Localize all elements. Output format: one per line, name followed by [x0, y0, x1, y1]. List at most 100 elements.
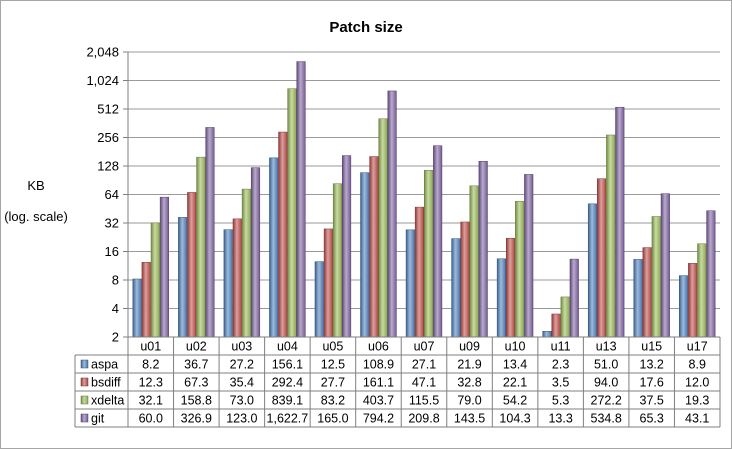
data-label-xdelta-u04: 839.1 [272, 394, 303, 408]
data-label-xdelta-u06: 403.7 [363, 394, 394, 408]
bar-aspa-u09 [451, 238, 461, 338]
data-label-aspa-u05: 12.5 [321, 358, 345, 372]
data-label-xdelta-u15: 37.5 [640, 394, 664, 408]
category-label: u15 [641, 340, 662, 354]
data-label-git-u15: 65.3 [640, 412, 664, 426]
data-label-bsdiff-u05: 27.7 [321, 376, 345, 390]
bar-aspa-u17 [679, 275, 689, 338]
data-label-git-u11: 13.3 [548, 412, 572, 426]
bar-bsdiff-u15 [642, 247, 652, 338]
bar-git-u02 [205, 127, 215, 338]
data-label-aspa-u06: 108.9 [363, 358, 394, 372]
data-label-git-u05: 165.0 [317, 412, 348, 426]
data-label-xdelta-u09: 79.0 [457, 394, 481, 408]
data-label-bsdiff-u03: 35.4 [230, 376, 254, 390]
bar-git-u04 [296, 61, 306, 338]
data-label-aspa-u13: 51.0 [594, 358, 618, 372]
legend-key-git [80, 413, 89, 423]
data-label-bsdiff-u01: 12.3 [139, 376, 163, 390]
bar-bsdiff-u10 [505, 237, 516, 338]
data-label-xdelta-u01: 32.1 [139, 394, 163, 408]
data-label-aspa-u02: 36.7 [184, 358, 208, 372]
bar-aspa-u15 [633, 259, 643, 338]
category-label: u17 [687, 340, 708, 354]
bar-aspa-u11 [542, 331, 552, 338]
data-label-xdelta-u13: 272.2 [591, 394, 622, 408]
data-label-bsdiff-u17: 12.0 [685, 376, 709, 390]
data-label-git-u09: 143.5 [454, 412, 485, 426]
bar-bsdiff-u13 [597, 178, 607, 338]
data-label-bsdiff-u06: 161.1 [363, 376, 394, 390]
category-label: u01 [140, 340, 161, 354]
bar-aspa-u03 [223, 229, 233, 338]
bars [132, 61, 716, 338]
data-label-bsdiff-u07: 47.1 [412, 376, 436, 390]
data-label-aspa-u03: 27.2 [230, 358, 254, 372]
data-label-aspa-u07: 27.1 [412, 358, 436, 372]
bar-git-u07 [433, 145, 443, 338]
legend-label-git: git [91, 412, 105, 426]
category-label: u04 [277, 340, 298, 354]
bar-git-u11 [569, 258, 579, 338]
y-tick-label: 256 [97, 130, 119, 145]
bar-xdelta-u07 [424, 169, 434, 338]
bar-xdelta-u06 [378, 118, 388, 338]
data-label-git-u02: 326.9 [181, 412, 212, 426]
bar-aspa-u10 [496, 258, 506, 338]
data-label-git-u03: 123.0 [226, 412, 257, 426]
y-tick-label: 2 [112, 330, 119, 345]
data-label-aspa-u11: 2.3 [552, 358, 569, 372]
bar-aspa-u06 [360, 172, 370, 338]
bar-xdelta-u13 [606, 134, 616, 338]
data-label-xdelta-u10: 54.2 [503, 394, 527, 408]
bar-aspa-u01 [132, 278, 142, 338]
data-label-xdelta-u02: 158.8 [181, 394, 212, 408]
data-label-xdelta-u03: 73.0 [230, 394, 254, 408]
bar-bsdiff-u03 [232, 218, 242, 338]
bar-xdelta-u17 [697, 243, 707, 338]
category-label: u07 [414, 340, 435, 354]
category-label: u11 [551, 340, 571, 354]
data-label-xdelta-u05: 83.2 [321, 394, 345, 408]
bar-bsdiff-u05 [323, 228, 333, 338]
data-label-aspa-u17: 8.9 [689, 358, 706, 372]
bar-git-u05 [342, 155, 352, 338]
bar-aspa-u02 [178, 217, 188, 338]
data-label-bsdiff-u02: 67.3 [184, 376, 208, 390]
data-label-git-u13: 534.8 [591, 412, 622, 426]
y-tick-label: 64 [105, 187, 119, 202]
bar-git-u13 [615, 106, 625, 338]
data-label-xdelta-u07: 115.5 [409, 394, 439, 408]
bar-xdelta-u04 [287, 88, 297, 338]
data-label-git-u17: 43.1 [685, 412, 709, 426]
data-label-aspa-u01: 8.2 [142, 358, 159, 372]
bar-xdelta-u01 [150, 222, 160, 338]
bar-xdelta-u15 [651, 216, 661, 338]
bar-xdelta-u02 [196, 156, 206, 338]
y-axis-label-unit: KB [27, 178, 44, 193]
data-label-git-u10: 104.3 [499, 412, 530, 426]
chart-title: Patch size [329, 19, 402, 36]
data-table: u01 u02 u03 u04 u05 u06 u07 u09 u10 u11 u13 u15 u17 a… [74, 336, 721, 428]
y-tick-label: 8 [112, 273, 119, 288]
data-label-bsdiff-u10: 22.1 [503, 376, 527, 390]
data-label-bsdiff-u13: 94.0 [594, 376, 618, 390]
bar-aspa-u04 [269, 157, 279, 338]
y-tick-label: 128 [97, 159, 119, 174]
legend-key-bsdiff [80, 377, 89, 387]
bar-aspa-u13 [587, 203, 598, 338]
legend-key-aspa [80, 359, 89, 369]
bar-bsdiff-u02 [187, 192, 197, 338]
data-label-git-u07: 209.8 [408, 412, 439, 426]
data-label-xdelta-u11: 5.3 [552, 394, 569, 408]
category-label: u05 [322, 340, 343, 354]
y-tick-label: 512 [97, 102, 119, 117]
bar-xdelta-u05 [332, 183, 343, 338]
category-label: u03 [231, 340, 252, 354]
data-label-aspa-u15: 13.2 [640, 358, 664, 372]
bar-aspa-u07 [405, 229, 415, 338]
legend-label-aspa: aspa [91, 358, 118, 372]
bar-bsdiff-u07 [414, 206, 424, 338]
category-label: u13 [596, 340, 617, 354]
